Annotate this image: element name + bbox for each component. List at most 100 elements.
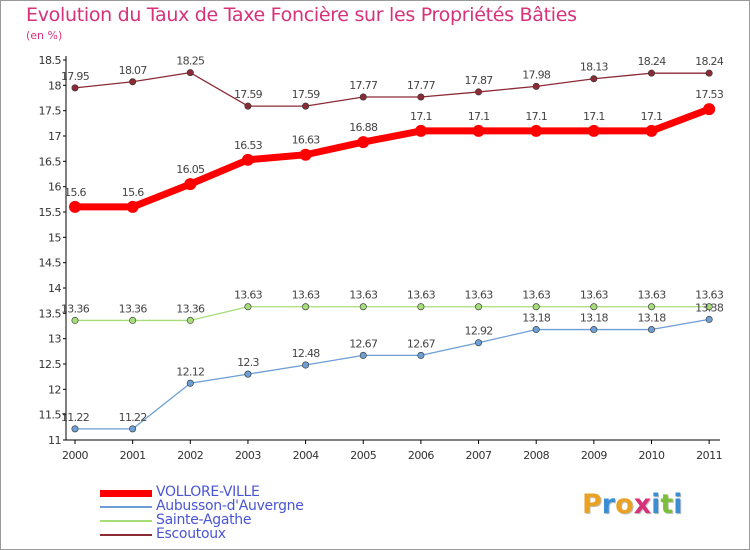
data-point [129, 425, 137, 433]
series-escoutoux [71, 69, 713, 110]
data-point [71, 84, 79, 92]
data-label: 17.1 [468, 110, 490, 123]
legend-swatch [100, 520, 152, 522]
data-point [244, 370, 252, 378]
data-label: 15.6 [64, 186, 86, 199]
data-label: 16.63 [292, 134, 321, 147]
data-label: 17.87 [465, 74, 494, 87]
logo-letter: o [615, 489, 634, 520]
data-point [587, 124, 600, 137]
x-tick-label: 2004 [293, 449, 319, 462]
data-point [129, 78, 137, 86]
data-point [530, 124, 543, 137]
y-tick-label: 13.5 [39, 307, 62, 320]
x-tick-label: 2007 [466, 449, 492, 462]
data-label: 18.25 [176, 55, 205, 68]
series-line [71, 105, 713, 211]
logo-letter: P [582, 489, 602, 520]
data-point [647, 303, 655, 311]
y-tick-label: 13 [48, 333, 61, 346]
data-point [244, 102, 252, 110]
data-label: 13.18 [580, 312, 609, 325]
data-label: 12.92 [465, 325, 493, 338]
data-point [302, 361, 310, 369]
x-tick-label: 2006 [408, 449, 434, 462]
y-tick-label: 11 [48, 434, 61, 447]
data-point [475, 303, 483, 311]
data-label: 17.95 [61, 70, 90, 83]
data-point [590, 326, 598, 334]
data-label: 13.63 [234, 289, 263, 302]
data-point [414, 124, 427, 137]
series-line [74, 72, 710, 107]
y-tick-label: 15 [48, 231, 61, 244]
data-point [417, 351, 425, 359]
data-point [647, 69, 655, 77]
data-point [475, 339, 483, 347]
data-label: 15.6 [122, 186, 144, 199]
data-point [703, 103, 716, 116]
x-tick-label: 2002 [177, 449, 203, 462]
y-tick-label: 14.5 [39, 257, 62, 270]
legend-label: Escoutoux [156, 526, 226, 542]
data-point [302, 102, 310, 110]
data-label: 12.67 [407, 337, 436, 350]
data-point [71, 425, 79, 433]
data-label: 13.18 [638, 312, 667, 325]
data-label: 13.36 [119, 302, 148, 315]
y-tick-label: 14 [48, 282, 61, 295]
series-vollore-ville [69, 103, 716, 213]
legend-label: Aubusson-d'Auvergne [156, 498, 304, 514]
y-tick-label: 18 [48, 79, 61, 92]
data-label: 17.77 [349, 79, 378, 92]
y-tick-label: 17 [48, 130, 61, 143]
data-point [129, 316, 137, 324]
x-tick-label: 2001 [120, 449, 146, 462]
x-tick-label: 2010 [639, 449, 665, 462]
data-label: 17.1 [583, 110, 605, 123]
data-point [532, 82, 540, 90]
data-point [186, 379, 194, 387]
legend-label: VOLLORE-VILLE [156, 484, 260, 500]
data-label: 11.22 [119, 411, 147, 424]
data-label: 13.38 [695, 301, 724, 314]
x-tick-label: 2009 [581, 449, 607, 462]
data-label: 17.59 [234, 88, 263, 101]
data-label: 17.77 [407, 79, 436, 92]
data-label: 17.1 [525, 110, 547, 123]
data-point [184, 178, 197, 191]
series-sainte-agathe [71, 303, 713, 324]
logo-letter: i [651, 489, 661, 520]
data-label: 18.07 [119, 64, 148, 77]
data-label: 18.13 [580, 61, 609, 74]
x-tick-label: 2003 [235, 449, 261, 462]
logo-letter: i [673, 489, 683, 520]
data-label: 17.59 [292, 88, 321, 101]
series-aubusson-d-auvergne [71, 315, 713, 433]
data-label: 13.63 [580, 289, 609, 302]
series-line [74, 318, 710, 430]
data-label: 17.98 [522, 68, 551, 81]
data-label: 13.63 [349, 289, 378, 302]
data-label: 16.05 [176, 163, 205, 176]
data-label: 12.12 [176, 365, 204, 378]
data-label: 11.22 [61, 411, 89, 424]
x-tick-label: 2011 [696, 449, 722, 462]
data-label: 16.88 [349, 121, 378, 134]
data-point [475, 88, 483, 96]
y-tick-label: 12 [48, 383, 61, 396]
data-label: 12.3 [237, 356, 259, 369]
data-label: 17.53 [695, 88, 724, 101]
data-label: 17.1 [410, 110, 432, 123]
data-point [126, 200, 139, 213]
data-label: 13.63 [407, 289, 436, 302]
data-point [472, 124, 485, 137]
data-point [532, 326, 540, 334]
data-point [71, 316, 79, 324]
data-point [299, 148, 312, 161]
data-point [590, 303, 598, 311]
data-label: 13.36 [61, 302, 90, 315]
data-label: 12.67 [349, 337, 378, 350]
data-point [359, 93, 367, 101]
data-point [705, 315, 713, 323]
